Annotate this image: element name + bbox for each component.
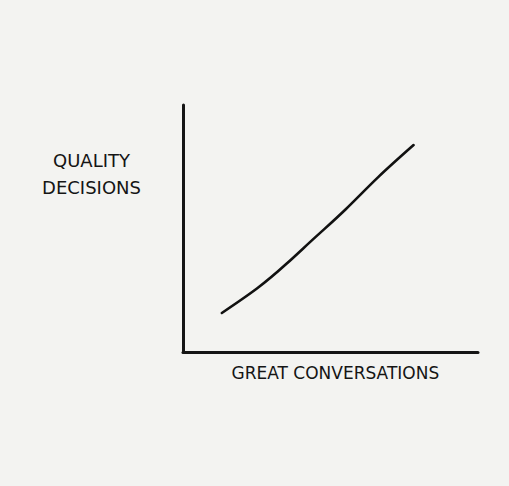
svg-text:GREAT CONVERSATIONS: GREAT CONVERSATIONS bbox=[232, 363, 440, 383]
svg-text:QUALITYDECISIONS: QUALITYDECISIONS bbox=[42, 150, 141, 198]
